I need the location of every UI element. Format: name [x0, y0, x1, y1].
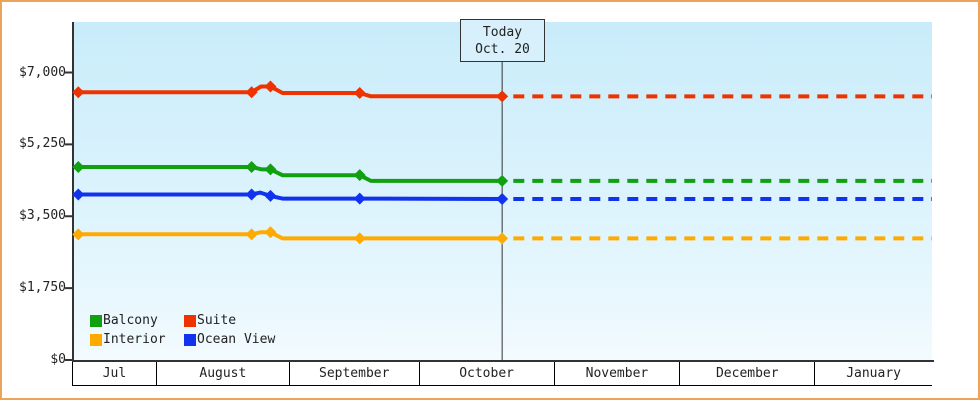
month-cell: August — [157, 362, 290, 385]
x-axis-month-band: Jul August September October November De… — [72, 362, 932, 386]
month-label: October — [459, 366, 514, 381]
month-label: December — [715, 366, 779, 381]
legend-item-suite: Suite — [184, 313, 236, 328]
interior-color-swatch — [90, 333, 102, 346]
month-cell: September — [290, 362, 420, 385]
month-cell: Jul — [73, 362, 157, 385]
legend-label: Interior — [103, 332, 166, 347]
month-label: November — [585, 366, 649, 381]
y-axis-label: $5,250 — [19, 136, 66, 152]
balcony-color-swatch — [90, 314, 102, 327]
month-cell: October — [420, 362, 555, 385]
month-label: Jul — [102, 366, 127, 381]
month-label: August — [199, 366, 247, 381]
suite-color-swatch — [184, 314, 196, 327]
y-axis-label: $0 — [50, 352, 66, 367]
today-flag: Today Oct. 20 — [460, 19, 545, 62]
month-cell: November — [555, 362, 681, 385]
legend-label: Ocean View — [197, 332, 276, 347]
month-cell: January — [815, 362, 932, 385]
month-cell: December — [680, 362, 816, 385]
y-axis-label: $1,750 — [19, 280, 66, 296]
legend-label: Suite — [197, 313, 237, 328]
legend-item-ocean-view: Ocean View — [184, 332, 275, 347]
month-label: January — [846, 366, 901, 381]
today-date: Oct. 20 — [475, 41, 530, 57]
ocean-view-color-swatch — [184, 333, 196, 346]
legend-item-interior: Interior — [90, 332, 184, 347]
legend-row: Balcony Suite — [90, 311, 275, 330]
y-axis-label: $3,500 — [19, 208, 66, 224]
month-label: September — [319, 366, 390, 381]
legend-row: Interior Ocean View — [90, 330, 275, 349]
today-label: Today — [482, 24, 523, 40]
legend-label: Balcony — [103, 313, 158, 328]
legend: Balcony Suite Interior Ocean View — [90, 311, 275, 349]
plot-area — [74, 22, 932, 360]
y-axis-label: $7,000 — [19, 64, 66, 80]
legend-item-balcony: Balcony — [90, 313, 184, 328]
